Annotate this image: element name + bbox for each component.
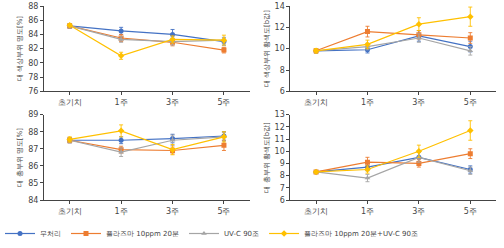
svg-text:86: 86 xyxy=(28,162,38,171)
svg-text:5주: 5주 xyxy=(217,207,230,216)
svg-text:5주: 5주 xyxy=(464,98,477,107)
svg-text:대 총부위 황색도[b값]: 대 총부위 황색도[b값] xyxy=(263,122,271,193)
svg-text:88: 88 xyxy=(28,128,38,137)
svg-text:14: 14 xyxy=(275,2,285,11)
svg-text:87: 87 xyxy=(28,145,38,154)
svg-text:5주: 5주 xyxy=(217,98,230,107)
svg-text:78: 78 xyxy=(28,73,38,82)
svg-text:1주: 1주 xyxy=(361,98,374,107)
svg-text:초기치: 초기치 xyxy=(58,207,82,216)
svg-text:84: 84 xyxy=(28,196,38,205)
svg-text:대 총부위 명도[%]: 대 총부위 명도[%] xyxy=(16,128,24,187)
svg-text:초기치: 초기치 xyxy=(304,207,328,216)
svg-text:6: 6 xyxy=(280,196,285,205)
svg-text:1주: 1주 xyxy=(115,98,128,107)
svg-text:13: 13 xyxy=(275,110,285,119)
svg-text:84: 84 xyxy=(28,30,38,39)
svg-text:플라즈마 10ppm 20분: 플라즈마 10ppm 20분 xyxy=(106,230,179,238)
svg-text:무처리: 무처리 xyxy=(40,230,61,238)
svg-text:89: 89 xyxy=(28,110,38,119)
svg-text:대 색상부위 황색도[b값]: 대 색상부위 황색도[b값] xyxy=(263,10,271,88)
svg-text:3주: 3주 xyxy=(412,207,425,216)
svg-text:3주: 3주 xyxy=(166,207,179,216)
svg-text:대 색상부위 명도[%]: 대 색상부위 명도[%] xyxy=(16,16,24,82)
svg-text:88: 88 xyxy=(28,2,38,11)
svg-text:5주: 5주 xyxy=(464,207,477,216)
svg-text:9: 9 xyxy=(280,159,285,168)
svg-text:3주: 3주 xyxy=(412,98,425,107)
svg-text:11: 11 xyxy=(275,135,285,144)
svg-text:80: 80 xyxy=(28,59,38,68)
svg-text:10: 10 xyxy=(275,147,285,156)
svg-text:3주: 3주 xyxy=(166,98,179,107)
svg-text:UV-C 90조: UV-C 90조 xyxy=(224,230,259,238)
svg-text:85: 85 xyxy=(28,179,38,188)
svg-text:1주: 1주 xyxy=(361,207,374,216)
svg-text:초기치: 초기치 xyxy=(304,98,328,107)
svg-text:12: 12 xyxy=(275,23,285,32)
svg-text:86: 86 xyxy=(28,16,38,25)
svg-text:플라즈마 10ppm 20분+UV-C 90조: 플라즈마 10ppm 20분+UV-C 90조 xyxy=(304,230,418,238)
svg-text:7: 7 xyxy=(280,184,285,193)
svg-text:초기치: 초기치 xyxy=(58,98,82,107)
svg-text:8: 8 xyxy=(280,66,285,75)
svg-text:76: 76 xyxy=(28,87,38,96)
svg-text:10: 10 xyxy=(275,44,285,53)
svg-text:12: 12 xyxy=(275,123,285,132)
svg-text:8: 8 xyxy=(280,171,285,180)
svg-text:1주: 1주 xyxy=(115,207,128,216)
svg-text:6: 6 xyxy=(280,87,285,96)
svg-text:82: 82 xyxy=(28,44,38,53)
